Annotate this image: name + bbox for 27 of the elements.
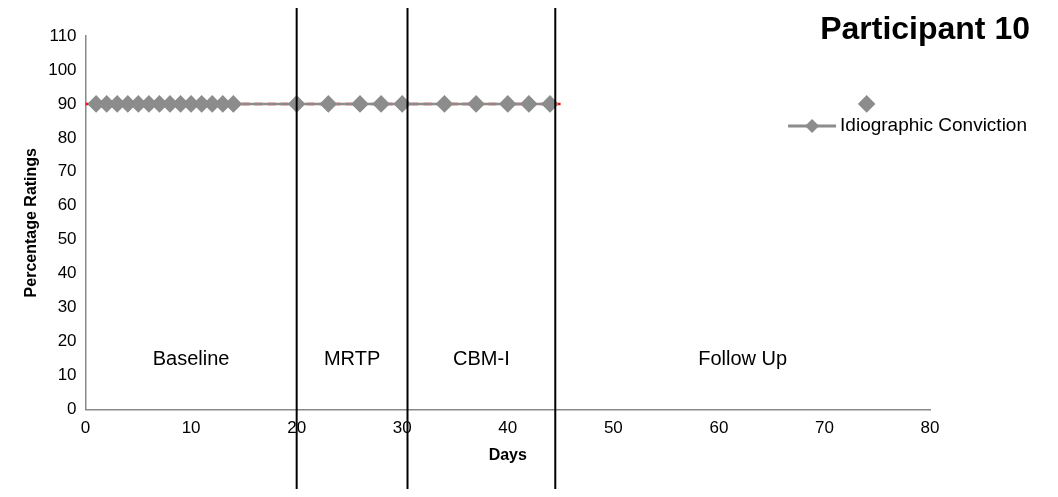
x-tick-label: 80 bbox=[920, 418, 940, 438]
y-tick-label: 20 bbox=[57, 331, 77, 351]
x-axis-title: Days bbox=[488, 445, 528, 463]
y-axis-title: Percentage Ratings bbox=[22, 147, 40, 298]
x-tick-label: 0 bbox=[80, 418, 91, 438]
x-tick-label: 70 bbox=[814, 418, 834, 438]
y-tick-label: 90 bbox=[57, 93, 77, 113]
x-tick-label: 60 bbox=[709, 418, 729, 438]
annotation: Baseline bbox=[152, 346, 230, 369]
y-tick-label: 100 bbox=[48, 59, 77, 79]
y-tick-label: 70 bbox=[57, 161, 77, 181]
y-tick-label: 30 bbox=[57, 297, 77, 317]
y-tick-label: 60 bbox=[57, 195, 77, 215]
chart-title: Participant 10 bbox=[820, 9, 1030, 46]
y-tick-label: 0 bbox=[67, 399, 77, 419]
annotation: MRTP bbox=[323, 346, 381, 369]
annotation: CBM-I bbox=[453, 346, 510, 369]
annotation: Follow Up bbox=[698, 346, 788, 369]
x-tick-label: 10 bbox=[181, 418, 201, 438]
y-tick-label: 110 bbox=[49, 25, 77, 45]
y-tick-label: 40 bbox=[57, 263, 77, 283]
legend-label: Idiographic Conviction bbox=[840, 114, 1028, 136]
y-tick-label: 10 bbox=[57, 365, 77, 385]
y-tick-label: 80 bbox=[57, 127, 77, 147]
x-tick-label: 40 bbox=[498, 418, 518, 438]
y-tick-label: 50 bbox=[57, 229, 77, 249]
x-tick-label: 50 bbox=[603, 418, 623, 438]
